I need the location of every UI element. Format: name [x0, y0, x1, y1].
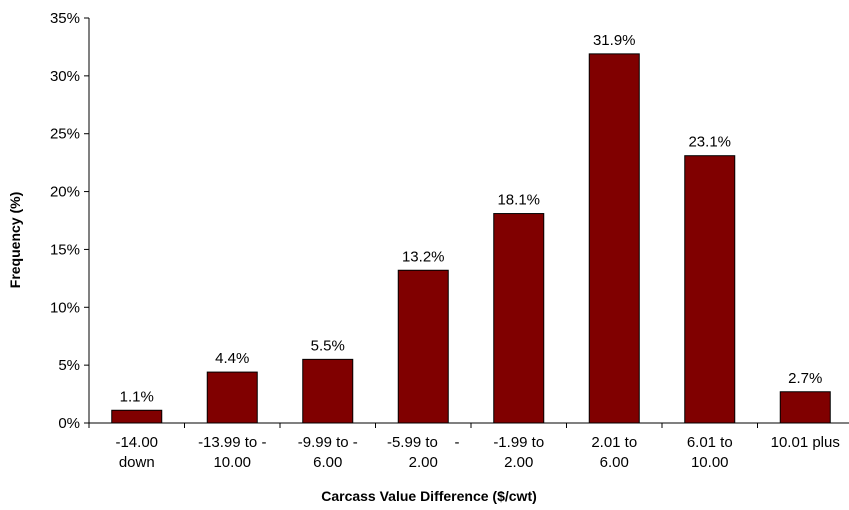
x-tick-label-line: 6.01 to	[687, 434, 733, 451]
x-tick-label-line: -1.99 to	[493, 434, 544, 451]
bar	[779, 391, 831, 424]
x-tick-label: -14.00 down	[115, 434, 158, 471]
data-label: 23.1%	[688, 134, 731, 151]
x-tick-label-line: 6.00	[313, 454, 342, 471]
x-tick-label-line: -9.99 to -	[298, 434, 358, 451]
x-tick-label-line: -14.00	[115, 434, 158, 451]
x-tick-label-line: 2.01 to	[591, 434, 637, 451]
bar	[206, 371, 258, 424]
data-label: 4.4%	[215, 350, 249, 367]
data-labels: 1.1% 4.4% 5.5% 13.2% 18.1% 31.9% 23.1% 2.7%	[120, 32, 823, 405]
x-tick-label-line: down	[119, 454, 155, 471]
x-tick-label-line: 10.00	[691, 454, 729, 471]
bar	[302, 358, 354, 424]
x-tick-label: -5.99 to - 2.00	[387, 434, 460, 471]
data-label: 5.5%	[311, 337, 345, 354]
bar	[684, 155, 736, 424]
bar	[397, 269, 449, 424]
y-ticks: 0% 5% 10% 15% 20% 25% 30% 35%	[50, 10, 89, 432]
x-tick-label-line: 10.00	[213, 454, 251, 471]
bar	[493, 213, 545, 424]
x-tick-label-line: -13.99 to -	[198, 434, 266, 451]
bars	[111, 53, 831, 424]
y-tick-label: 0%	[58, 415, 80, 432]
x-tick-label-line: 2.00	[504, 454, 533, 471]
y-tick-label: 35%	[50, 10, 80, 27]
y-tick-label: 25%	[50, 126, 80, 143]
x-tick-label: 10.01 plus	[771, 434, 840, 451]
data-label: 2.7%	[788, 370, 822, 387]
x-category-labels: -14.00 down -13.99 to - 10.00 -9.99 to - 6.00…	[88, 423, 840, 471]
y-axis-title: Frequency (%)	[7, 192, 23, 288]
x-tick-label: 6.01 to 10.00	[687, 434, 733, 471]
x-tick-label-line: 6.00	[600, 454, 629, 471]
y-tick-label: 30%	[50, 68, 80, 85]
bar	[588, 53, 640, 424]
x-tick-label-line: 10.01 plus	[771, 434, 840, 451]
x-tick-label-line: 2.00	[409, 454, 438, 471]
x-tick-label: -1.99 to 2.00	[493, 434, 544, 471]
axes	[88, 18, 849, 424]
x-tick-label-line: -5.99 to -	[387, 434, 460, 451]
data-label: 31.9%	[593, 32, 636, 49]
data-label: 18.1%	[497, 192, 540, 209]
bar	[111, 409, 163, 424]
data-label: 1.1%	[120, 388, 154, 405]
y-tick-label: 5%	[58, 357, 80, 374]
x-axis-title: Carcass Value Difference ($/cwt)	[321, 488, 537, 504]
y-tick-label: 20%	[50, 184, 80, 201]
y-tick-label: 15%	[50, 241, 80, 258]
x-tick-label: -13.99 to - 10.00	[198, 434, 266, 471]
y-tick-label: 10%	[50, 299, 80, 316]
data-label: 13.2%	[402, 248, 445, 265]
x-tick-label: 2.01 to 6.00	[591, 434, 637, 471]
x-tick-label: -9.99 to - 6.00	[298, 434, 358, 471]
